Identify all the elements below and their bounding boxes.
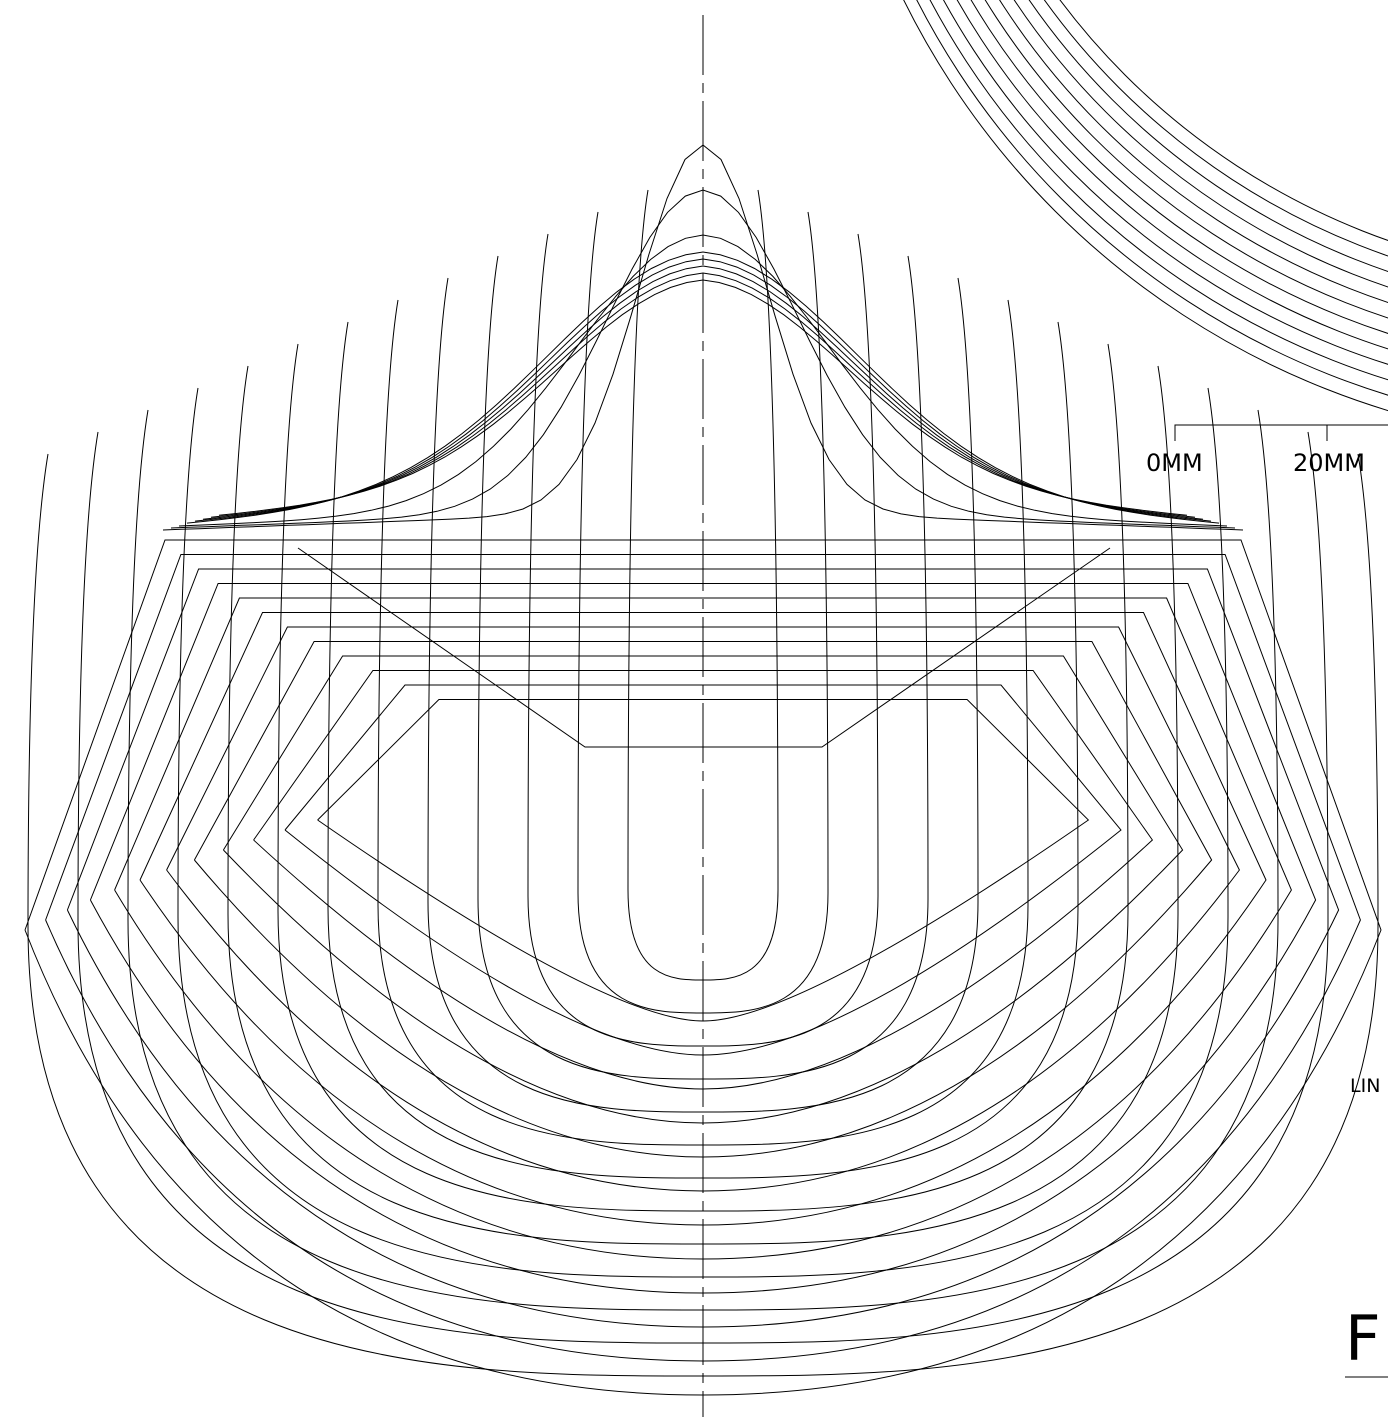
section-line xyxy=(427,277,979,1113)
frame-line xyxy=(139,612,1267,1226)
frame-line xyxy=(166,626,1240,1192)
frame-line xyxy=(66,568,1340,1328)
frame-line xyxy=(45,554,1361,1362)
scale-label: 0MM xyxy=(1146,449,1203,477)
scale-line xyxy=(1174,424,1388,441)
arc-line xyxy=(1059,0,1388,241)
arc-line xyxy=(942,0,1388,365)
title-fragment: F xyxy=(1345,1302,1381,1375)
side-text: LIN xyxy=(1350,1075,1380,1097)
chine-line xyxy=(297,547,1111,748)
frame-line xyxy=(222,655,1184,1124)
frame-line xyxy=(284,684,1122,1056)
frame-line xyxy=(24,539,1382,1396)
frame-line xyxy=(193,641,1213,1158)
arc-line xyxy=(970,0,1388,334)
section-line xyxy=(527,233,879,1047)
scale-label: 20MM xyxy=(1293,449,1365,477)
arc-line xyxy=(929,0,1388,381)
arc-line xyxy=(984,0,1388,319)
arc-line xyxy=(1043,0,1388,257)
arc-line xyxy=(1013,0,1388,288)
frame-line xyxy=(114,597,1292,1260)
arc-line xyxy=(999,0,1388,303)
scale-bar: 0MM 20MM xyxy=(1146,424,1388,477)
arc-line xyxy=(1028,0,1388,272)
arc-line xyxy=(956,0,1388,350)
frame-line xyxy=(253,670,1154,1090)
arc-line xyxy=(903,0,1388,412)
arc-line xyxy=(916,0,1388,396)
